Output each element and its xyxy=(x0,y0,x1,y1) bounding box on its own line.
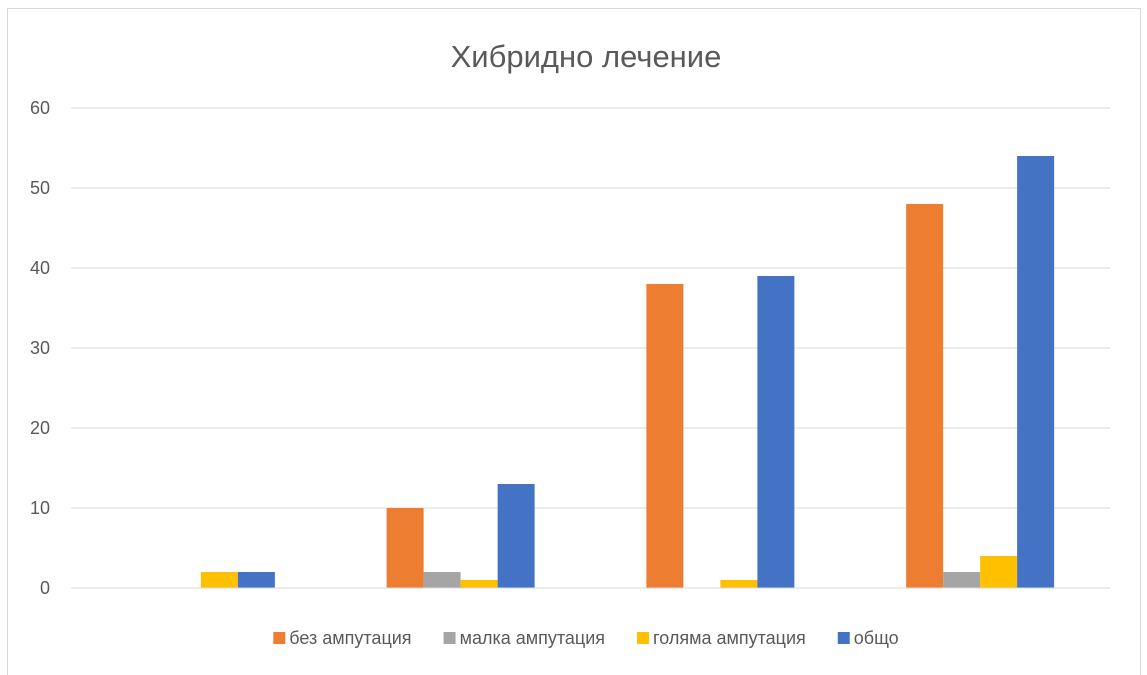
legend-item: голяма ампутация xyxy=(637,628,806,648)
chart-title: Хибридно лечение xyxy=(451,39,722,74)
legend-swatch xyxy=(273,632,286,644)
bar-2-4 xyxy=(943,572,981,588)
legend: без ампутация малка ампутация голяма ампут… xyxy=(273,628,899,648)
y-tick-label: 10 xyxy=(30,498,50,518)
y-tick-label: 50 xyxy=(30,178,50,198)
bar-1-4 xyxy=(906,204,944,588)
legend-label: без ампутация xyxy=(289,628,411,648)
legend-label: малка ампутация xyxy=(460,628,605,648)
bar-4-2 xyxy=(497,484,535,588)
gridlines xyxy=(71,107,1110,509)
bar-4-3 xyxy=(757,276,795,588)
bar-3-3 xyxy=(720,580,758,588)
y-tick-label: 60 xyxy=(30,98,50,118)
bar-3-2 xyxy=(460,580,498,588)
legend-swatch xyxy=(837,632,850,644)
bar-1-2 xyxy=(386,508,424,588)
bar-1-3 xyxy=(646,284,684,588)
y-tick-label: 0 xyxy=(40,578,50,598)
bar-3-1 xyxy=(200,572,238,588)
bar-3-4 xyxy=(980,556,1018,588)
bars xyxy=(200,156,1055,588)
legend-item: малка ампутация xyxy=(443,628,605,648)
y-tick-label: 40 xyxy=(30,258,50,278)
y-axis-ticks: 0 10 20 30 40 50 60 xyxy=(30,98,50,598)
y-tick-label: 20 xyxy=(30,418,50,438)
bar-2-2 xyxy=(423,572,461,588)
bar-4-1 xyxy=(237,572,275,588)
legend-swatch xyxy=(443,632,456,644)
legend-label: голяма ампутация xyxy=(653,628,806,648)
chart-frame xyxy=(7,8,1141,675)
legend-item: общо xyxy=(837,628,899,648)
legend-label: общо xyxy=(854,628,899,648)
legend-swatch xyxy=(637,632,650,644)
y-tick-label: 30 xyxy=(30,338,50,358)
bar-4-4 xyxy=(1017,156,1055,588)
legend-item: без ампутация xyxy=(273,628,412,648)
